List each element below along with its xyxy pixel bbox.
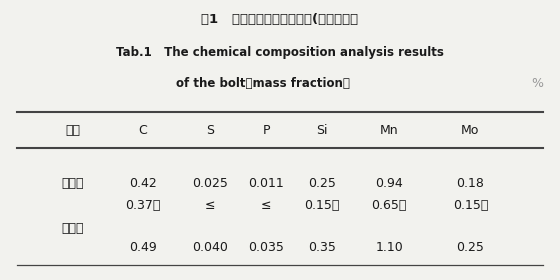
Text: 表1   螺栓化学成分分析结果(质量分数）: 表1 螺栓化学成分分析结果(质量分数）: [202, 13, 358, 25]
Text: Tab.1   The chemical composition analysis results: Tab.1 The chemical composition analysis …: [116, 46, 444, 59]
Text: 0.35: 0.35: [308, 241, 336, 254]
Text: 0.94: 0.94: [375, 177, 403, 190]
Text: Si: Si: [316, 124, 328, 137]
Text: 0.18: 0.18: [456, 177, 484, 190]
Text: 0.49: 0.49: [129, 241, 157, 254]
Text: 0.65～: 0.65～: [371, 199, 407, 212]
Text: ≤: ≤: [205, 199, 215, 212]
Text: 0.15～: 0.15～: [304, 199, 340, 212]
Text: P: P: [262, 124, 270, 137]
Text: 实测値: 实测値: [62, 177, 84, 190]
Text: 0.025: 0.025: [192, 177, 228, 190]
Text: 0.25: 0.25: [308, 177, 336, 190]
Text: 0.15～: 0.15～: [452, 199, 488, 212]
Text: C: C: [138, 124, 147, 137]
Text: 0.37～: 0.37～: [125, 199, 161, 212]
Text: 0.42: 0.42: [129, 177, 157, 190]
Text: of the bolt（mass fraction）: of the bolt（mass fraction）: [176, 77, 350, 90]
Text: 0.011: 0.011: [248, 177, 284, 190]
Text: 项目: 项目: [66, 124, 80, 137]
Text: %: %: [531, 77, 543, 90]
Text: 标准値: 标准値: [62, 222, 84, 235]
Text: Mn: Mn: [380, 124, 399, 137]
Text: 1.10: 1.10: [375, 241, 403, 254]
Text: ≤: ≤: [261, 199, 271, 212]
Text: Mo: Mo: [461, 124, 479, 137]
Text: 0.040: 0.040: [192, 241, 228, 254]
Text: S: S: [206, 124, 214, 137]
Text: 0.035: 0.035: [248, 241, 284, 254]
Text: 0.25: 0.25: [456, 241, 484, 254]
